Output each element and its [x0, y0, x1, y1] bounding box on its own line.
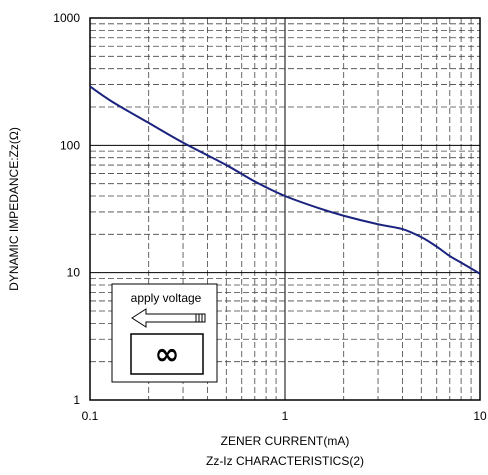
y-tick-label: 1000 [53, 11, 80, 25]
series-line [89, 85, 481, 275]
x-tick-labels: 0.1 1 10 [82, 409, 487, 423]
y-tick-label: 10 [67, 266, 81, 280]
x-tick-label: 1 [282, 409, 289, 423]
plot-frame [89, 17, 481, 401]
probe-arrow-left-icon [131, 308, 206, 328]
chart-caption: Zz-Iz CHARACTERISTICS(2) [206, 454, 364, 468]
y-tick-label: 100 [60, 138, 80, 152]
apply-voltage-inset: apply voltage ∞ [111, 283, 218, 383]
x-tick-label: 0.1 [82, 409, 99, 423]
y-axis-label: DYNAMIC IMPEDANCE:Zz(Ω) [7, 127, 21, 291]
x-tick-label: 10 [473, 409, 487, 423]
x-axis-label: ZENER CURRENT(mA) [221, 434, 350, 448]
inset-label: apply voltage [131, 291, 202, 305]
y-tick-labels: 1 10 100 1000 [53, 11, 80, 407]
infinity-symbol: ∞ [155, 337, 180, 372]
inset-symbol-box [130, 333, 204, 375]
y-tick-label: 1 [73, 393, 80, 407]
series-group [89, 85, 481, 275]
grid-lines [90, 18, 480, 400]
